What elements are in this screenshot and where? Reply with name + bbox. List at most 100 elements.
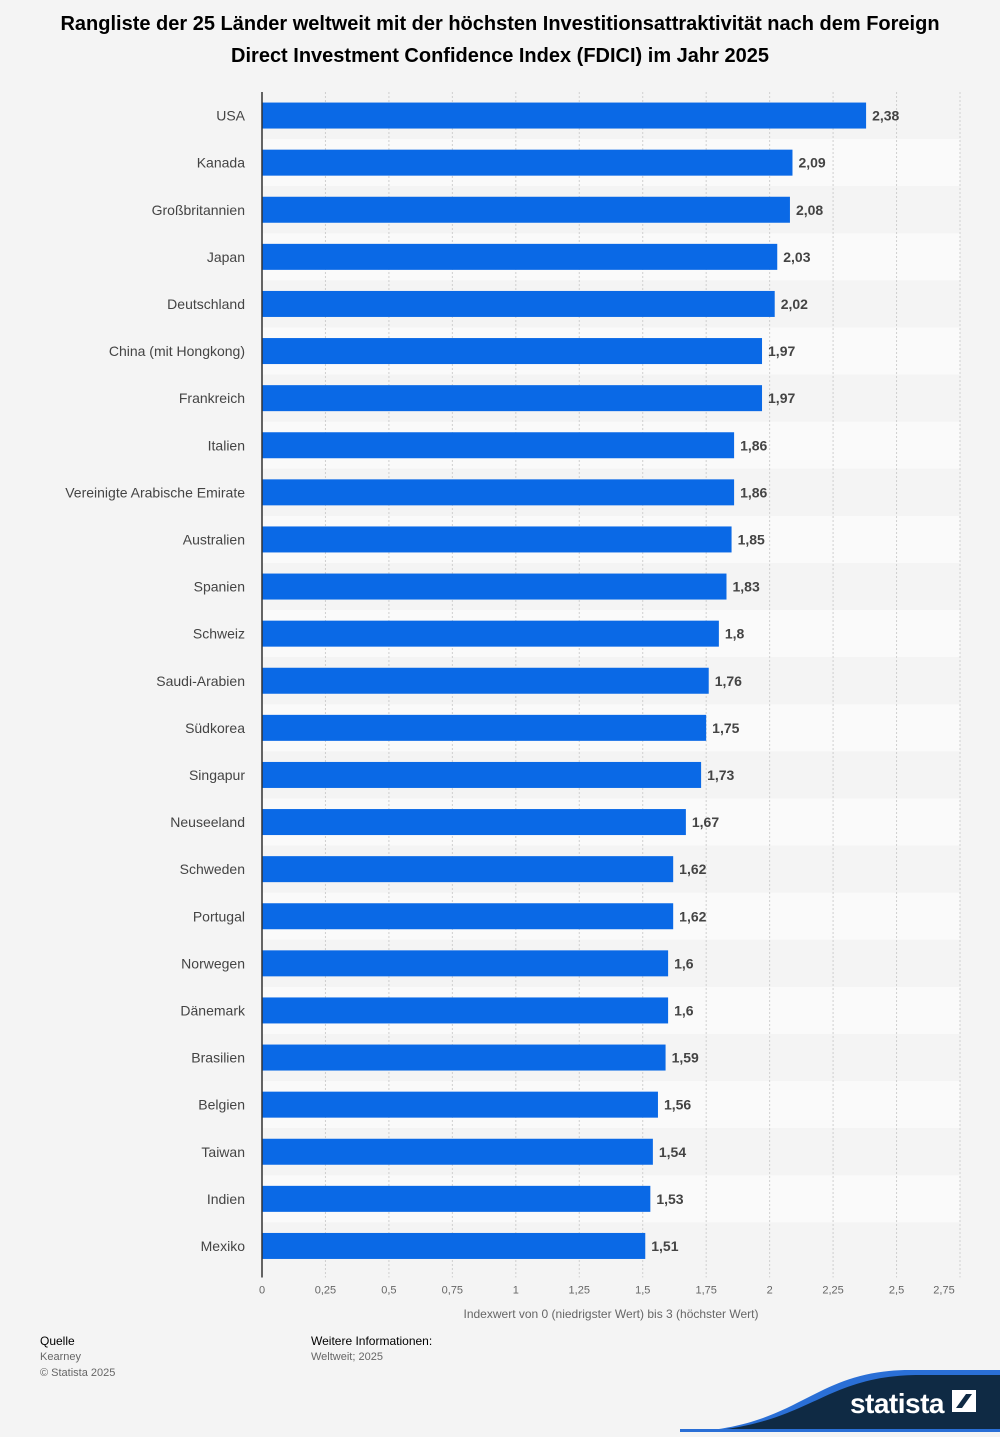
- category-label: Schweiz: [193, 626, 245, 642]
- category-label: Brasilien: [191, 1050, 245, 1066]
- value-label: 1,76: [715, 673, 742, 689]
- x-tick-label: 0,25: [315, 1285, 336, 1297]
- x-tick-label: 1: [513, 1285, 519, 1297]
- category-label: China (mit Hongkong): [109, 343, 245, 359]
- copyright: © Statista 2025: [40, 1367, 116, 1379]
- category-label: Neuseeland: [170, 814, 245, 830]
- x-tick-label: 2,75: [933, 1285, 954, 1297]
- bar: [262, 149, 793, 176]
- x-tick-label: 0,5: [381, 1285, 396, 1297]
- bar: [262, 479, 735, 506]
- bar: [262, 1185, 651, 1212]
- value-label: 1,6: [674, 955, 694, 971]
- bar: [262, 290, 775, 317]
- category-label: Spanien: [194, 579, 245, 595]
- category-label: Japan: [207, 249, 245, 265]
- value-label: 1,97: [768, 343, 795, 359]
- value-label: 1,86: [740, 484, 767, 500]
- bar: [262, 102, 867, 129]
- category-label: Australien: [183, 531, 245, 547]
- x-tick-label: 2: [767, 1285, 773, 1297]
- logo-text: statista: [849, 1388, 945, 1419]
- bar: [262, 243, 778, 270]
- category-label: Dänemark: [180, 1002, 246, 1018]
- category-label: Frankreich: [179, 390, 245, 406]
- bar: [262, 432, 735, 459]
- value-label: 1,73: [707, 767, 734, 783]
- value-label: 2,08: [796, 202, 823, 218]
- source-block: Quelle Kearney © Statista 2025: [40, 1333, 115, 1381]
- bar: [262, 338, 763, 365]
- info-block: Weitere Informationen: Weltweit; 2025: [311, 1333, 432, 1365]
- value-label: 1,83: [732, 579, 759, 595]
- bar: [262, 385, 763, 412]
- bar: [262, 1044, 666, 1071]
- value-label: 1,56: [664, 1097, 691, 1113]
- category-label: Schweden: [180, 861, 245, 877]
- info-text: Weltweit; 2025: [311, 1351, 383, 1363]
- category-label: USA: [216, 108, 245, 124]
- value-label: 1,54: [659, 1144, 686, 1160]
- bar: [262, 667, 709, 694]
- value-label: 1,67: [692, 814, 719, 830]
- value-label: 1,53: [656, 1191, 683, 1207]
- x-tick-label: 0: [259, 1285, 265, 1297]
- source-text: Kearney: [40, 1351, 81, 1363]
- category-label: Vereinigte Arabische Emirate: [65, 484, 245, 500]
- x-tick-label: 1,75: [695, 1285, 716, 1297]
- bar: [262, 809, 686, 836]
- category-label: Portugal: [193, 908, 245, 924]
- bar: [262, 526, 732, 553]
- x-tick-label: 1,5: [635, 1285, 650, 1297]
- bar-chart: 0 0,25 0,5 0,75 1 1,25 1,5 1,75 2 2,25 2,5 2,75 USA 2…: [65, 92, 961, 1297]
- value-label: 1,85: [738, 531, 765, 547]
- bar: [262, 714, 707, 741]
- chart-title: Rangliste der 25 Länder weltweit mit der…: [60, 13, 940, 67]
- value-label: 2,03: [783, 249, 810, 265]
- bar: [262, 573, 727, 600]
- category-label: Italien: [208, 437, 245, 453]
- category-label: Großbritannien: [152, 202, 245, 218]
- value-label: 1,75: [712, 720, 739, 736]
- value-label: 1,97: [768, 390, 795, 406]
- value-label: 1,8: [725, 626, 745, 642]
- statista-mark-icon: [952, 1390, 976, 1412]
- bar: [262, 1232, 646, 1259]
- x-tick-label: 2,25: [822, 1285, 843, 1297]
- category-label: Taiwan: [201, 1144, 245, 1160]
- bar: [262, 196, 790, 223]
- bar: [262, 1091, 658, 1118]
- bar: [262, 903, 674, 930]
- category-label: Mexiko: [201, 1238, 246, 1254]
- info-heading: Weitere Informationen:: [311, 1334, 433, 1348]
- x-axis-label: Indexwert von 0 (niedrigster Wert) bis 3…: [463, 1307, 759, 1321]
- value-label: 2,38: [872, 108, 899, 124]
- category-label: Indien: [207, 1191, 245, 1207]
- bar: [262, 761, 702, 788]
- bar: [262, 997, 669, 1024]
- category-label: Belgien: [198, 1097, 245, 1113]
- category-label: Deutschland: [167, 296, 245, 312]
- category-label: Saudi-Arabien: [156, 673, 245, 689]
- statista-logo[interactable]: statista: [680, 1370, 1000, 1432]
- value-label: 1,62: [679, 908, 706, 924]
- value-label: 2,02: [781, 296, 808, 312]
- category-label: Singapur: [189, 767, 245, 783]
- bar: [262, 856, 674, 883]
- category-label: Südkorea: [185, 720, 245, 736]
- bar: [262, 950, 669, 977]
- bar: [262, 620, 719, 647]
- x-tick-label: 2,5: [889, 1285, 904, 1297]
- bar: [262, 1138, 653, 1165]
- category-label: Norwegen: [181, 955, 245, 971]
- value-label: 1,6: [674, 1002, 694, 1018]
- logo-wave-icon: [680, 1370, 1000, 1432]
- x-tick-label: 0,75: [442, 1285, 463, 1297]
- value-label: 2,09: [798, 155, 825, 171]
- value-label: 1,86: [740, 437, 767, 453]
- value-label: 1,51: [651, 1238, 678, 1254]
- value-label: 1,59: [672, 1050, 699, 1066]
- value-label: 1,62: [679, 861, 706, 877]
- source-heading: Quelle: [40, 1334, 75, 1348]
- x-tick-label: 1,25: [569, 1285, 590, 1297]
